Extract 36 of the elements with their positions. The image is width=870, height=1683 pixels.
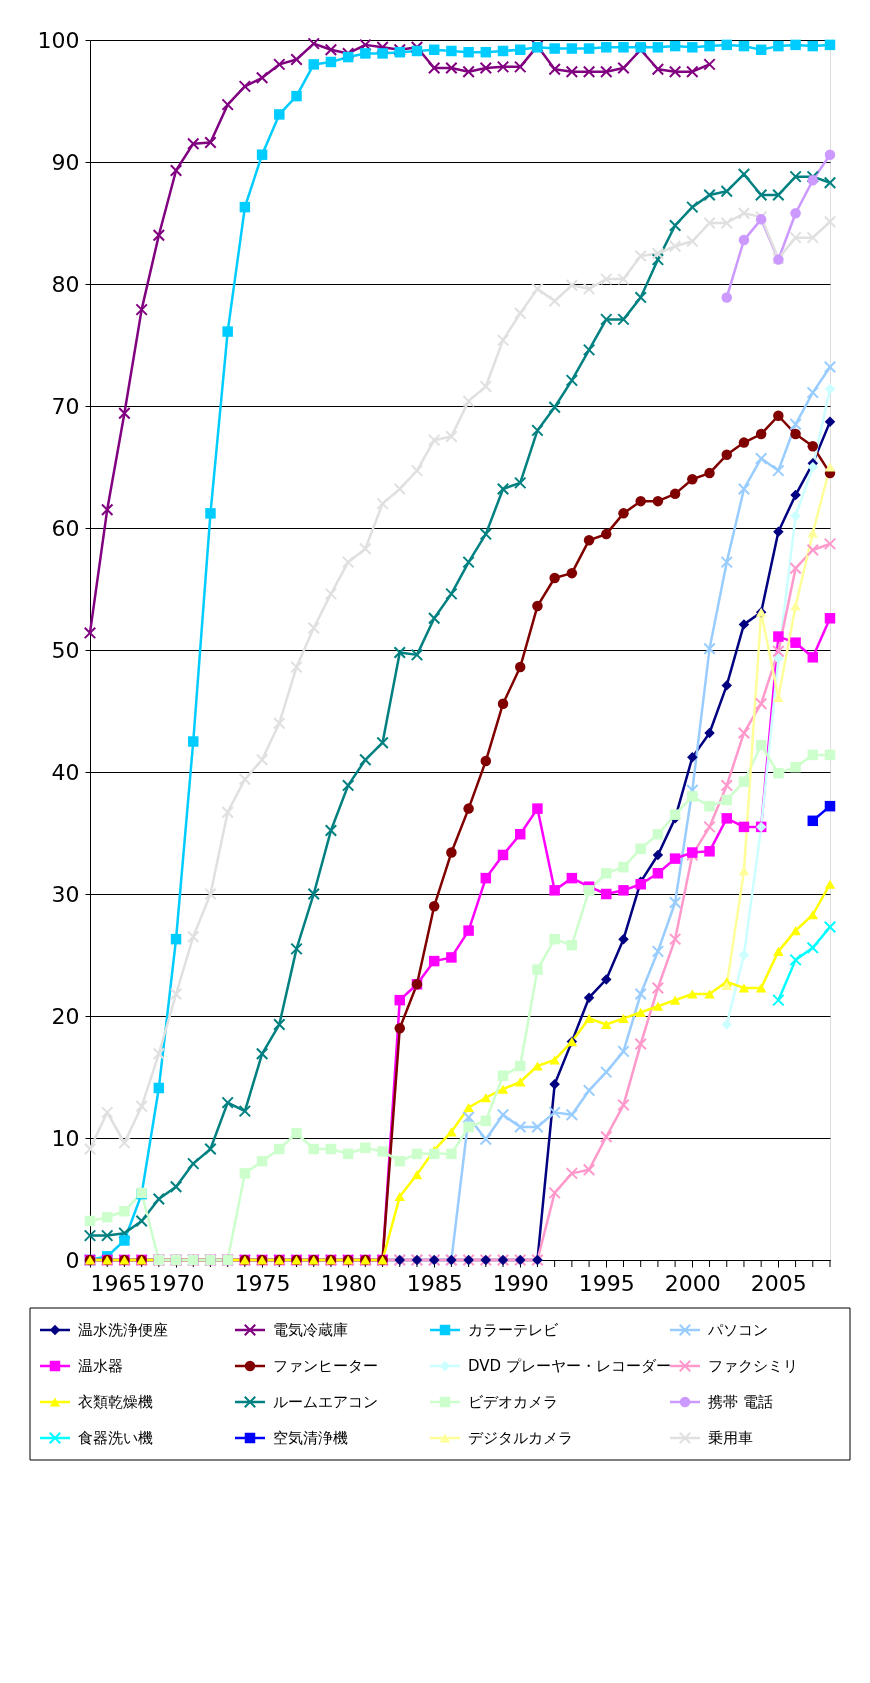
y-tick-label: 30 (51, 881, 80, 907)
x-tick-label: 2000 (664, 1270, 721, 1296)
legend-label: 衣類乾燥機 (78, 1393, 153, 1411)
legend-label: パソコン (707, 1321, 768, 1339)
x-tick-label: 2005 (750, 1270, 807, 1296)
legend-label: ファンヒーター (273, 1357, 378, 1375)
y-tick-label: 20 (51, 1003, 80, 1029)
legend-label: ルームエアコン (273, 1393, 378, 1411)
legend-label: 携帯 電話 (708, 1393, 773, 1411)
y-tick-label: 10 (51, 1125, 80, 1151)
legend-label: 食器洗い機 (78, 1429, 153, 1447)
y-tick-label: 0 (65, 1247, 80, 1273)
y-tick-label: 100 (37, 27, 80, 53)
x-tick-label: 1980 (320, 1270, 377, 1296)
y-tick-label: 50 (51, 637, 80, 663)
legend-label: 空気清浄機 (273, 1429, 348, 1447)
x-tick-label: 1965 (90, 1270, 147, 1296)
y-tick-label: 40 (51, 759, 80, 785)
x-tick-label: 1970 (148, 1270, 205, 1296)
legend-label: 温水洗浄便座 (78, 1321, 168, 1339)
x-tick-label: 1975 (234, 1270, 291, 1296)
y-tick-label: 60 (51, 515, 80, 541)
legend-label: ビデオカメラ (468, 1393, 558, 1411)
y-tick-label: 90 (51, 149, 80, 175)
x-tick-label: 1995 (578, 1270, 635, 1296)
y-tick-label: 70 (51, 393, 80, 419)
legend-label: 電気冷蔵庫 (273, 1321, 348, 1339)
legend-label: DVD プレーヤー・レコーダー (468, 1357, 671, 1375)
legend-label: デジタルカメラ (468, 1429, 573, 1447)
legend-label: カラーテレビ (468, 1321, 559, 1339)
legend-label: ファクシミリ (708, 1357, 798, 1375)
y-tick-label: 80 (51, 271, 80, 297)
legend-label: 温水器 (78, 1357, 123, 1375)
x-tick-label: 1985 (406, 1270, 463, 1296)
x-tick-label: 1990 (492, 1270, 549, 1296)
legend-label: 乗用車 (708, 1429, 753, 1447)
